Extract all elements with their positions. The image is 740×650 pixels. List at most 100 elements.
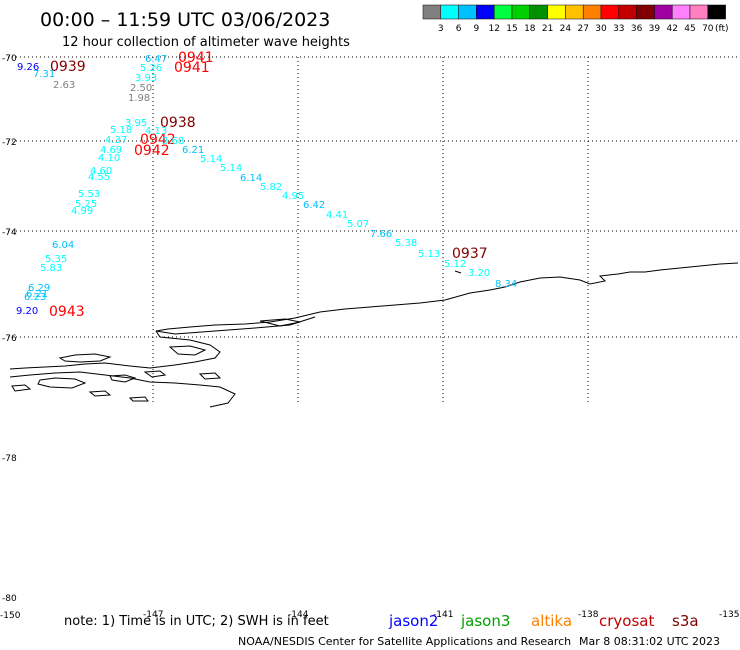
wave-height-label: 5.26 [140, 63, 162, 74]
wave-height-label: 5.12 [444, 259, 466, 270]
pass-time-label: 0942 [134, 143, 170, 159]
satellite-name-cryosat: cryosat [599, 612, 654, 630]
legend-swatch [547, 4, 566, 20]
lat-label-74: -74 [2, 228, 17, 238]
legend-label: 70 [702, 24, 714, 34]
wave-height-label: 2.63 [53, 80, 75, 91]
lat-label-70: -70 [2, 54, 17, 64]
lat-lon-grid [8, 56, 738, 405]
wave-height-label: 6.42 [303, 200, 325, 211]
legend-label: 9 [474, 24, 480, 34]
wave-height-label: 6.04 [52, 240, 74, 251]
wave-height-label: 7.66 [370, 229, 392, 240]
wave-height-label: 7.31 [33, 69, 55, 80]
pass-time-label: 0939 [50, 59, 86, 75]
satellite-name-jason2: jason2 [388, 612, 438, 630]
legend-swatch [511, 4, 531, 20]
footer-note: note: 1) Time is in UTC; 2) SWH is in fe… [64, 614, 329, 629]
wave-height-label: 5.82 [260, 182, 282, 193]
lon-label-147: -147 [143, 610, 163, 620]
legend-label: 6 [456, 24, 462, 34]
legend-swatch [582, 4, 602, 20]
lon-label-138: -138 [578, 610, 599, 620]
legend-label: 12 [488, 24, 499, 34]
map-title: 00:00 – 11:59 UTC 03/06/2023 [40, 9, 330, 31]
legend-swatch [476, 4, 495, 20]
pass-time-label: 0937 [452, 246, 488, 262]
wave-height-label: 3.68 [162, 136, 184, 147]
lon-label-135: -135 [719, 610, 739, 620]
wave-height-label: 5.38 [395, 238, 417, 249]
wave-height-label: 4.60 [90, 166, 112, 177]
legend-swatch [636, 4, 655, 20]
legend-swatch [600, 4, 620, 20]
wave-height-label: 5.35 [45, 254, 67, 265]
legend-label: 33 [613, 24, 624, 34]
wave-height-label: 4.13 [145, 126, 167, 137]
lon-label-141: -141 [433, 610, 453, 620]
wave-height-label: 5.18 [110, 125, 132, 136]
antarctic-coastline [9, 262, 739, 408]
wave-height-label: 5.83 [40, 263, 62, 274]
wave-height-label: 4.41 [326, 210, 348, 221]
wave-height-label: 2.50 [130, 83, 152, 94]
pass-time-label: 0942 [140, 132, 176, 148]
legend-swatch [529, 4, 548, 20]
wave-height-label: 6.47 [145, 54, 167, 65]
wave-height-label: 4.95 [282, 191, 304, 202]
legend-swatch [458, 4, 477, 20]
wave-height-label: 4.10 [98, 153, 120, 164]
wave-height-label: 5.07 [347, 219, 369, 230]
legend-label: 27 [577, 24, 588, 34]
wave-height-label: 4.99 [71, 206, 93, 217]
legend-label: 18 [524, 24, 536, 34]
wave-height-label: 4.55 [88, 172, 110, 183]
wave-height-label: 9.20 [16, 306, 38, 317]
legend-label: 21 [542, 24, 553, 34]
wave-height-label: 6.14 [240, 173, 262, 184]
legend-swatch [440, 4, 459, 20]
lat-label-72: -72 [2, 138, 17, 148]
legend-label: 30 [595, 24, 607, 34]
lat-label-80: -80 [2, 594, 17, 604]
satellite-legend: jason2 jason3 altika cryosat s3a [388, 612, 699, 630]
legend-swatch [654, 4, 673, 20]
lat-label-78: -78 [2, 454, 17, 464]
legend-label: 42 [666, 24, 677, 34]
wave-height-label: 5.25 [75, 199, 97, 210]
color-scale-legend: 3 6 9 12 15 18 21 24 27 30 33 36 39 42 45 70 [422, 4, 726, 34]
wave-height-label: 5.14 [200, 154, 222, 165]
wave-height-label: 3.93 [135, 73, 157, 84]
wave-height-label: 5.53 [78, 189, 100, 200]
legend-swatch [618, 4, 637, 20]
pass-time-label: 0941 [178, 50, 214, 66]
pass-time-label: 0938 [160, 115, 196, 131]
wave-height-label: 4.37 [105, 135, 127, 146]
map-subtitle: 12 hour collection of altimeter wave hei… [62, 35, 350, 50]
legend-swatch [671, 4, 691, 20]
footer-timestamp: Mar 8 08:31:02 UTC 2023 [579, 635, 720, 648]
lon-label-144: -144 [288, 610, 309, 620]
footer-credit: NOAA/NESDIS Center for Satellite Applica… [238, 635, 571, 648]
legend-unit: (ft) [715, 24, 729, 34]
legend-label: 45 [684, 24, 695, 34]
legend-swatch [565, 4, 584, 20]
legend-swatch [707, 4, 726, 20]
wave-height-labels: 9.267.312.63 6.475.263.932.501.98 3.955.18… [16, 54, 517, 317]
wave-height-label: 3.20 [468, 268, 490, 279]
legend-label: 15 [506, 24, 517, 34]
wave-height-label: 5.13 [418, 249, 440, 260]
legend-label: 3 [438, 24, 444, 34]
legend-swatch [493, 4, 513, 20]
legend-swatch [422, 4, 442, 20]
legend-label: 24 [560, 24, 572, 34]
satellite-name-jason3: jason3 [460, 612, 510, 630]
wave-height-label: 5.14 [220, 163, 242, 174]
legend-label: 39 [649, 24, 661, 34]
wave-height-label: 4.69 [100, 145, 122, 156]
lat-label-76: -76 [2, 334, 17, 344]
legend-label: 36 [631, 24, 643, 34]
legend-swatch [689, 4, 709, 20]
